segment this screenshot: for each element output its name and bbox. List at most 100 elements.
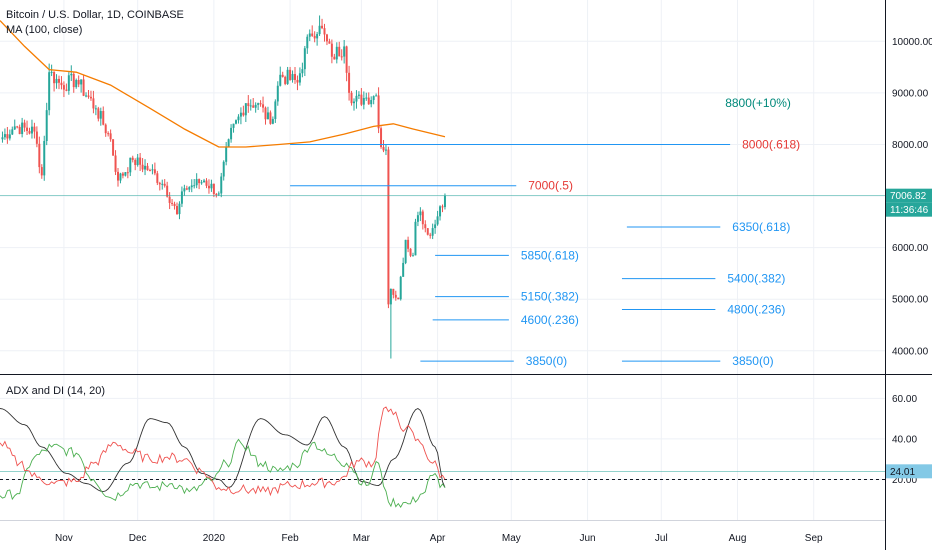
- candle-down[interactable]: [367, 97, 370, 105]
- candle-down[interactable]: [360, 94, 363, 105]
- candle-down[interactable]: [102, 111, 105, 125]
- candle-up[interactable]: [298, 73, 301, 83]
- candle-down[interactable]: [134, 159, 137, 166]
- candle-down[interactable]: [114, 155, 117, 172]
- candle-up[interactable]: [85, 95, 88, 97]
- candle-down[interactable]: [380, 128, 383, 148]
- candle-down[interactable]: [60, 82, 63, 86]
- candle-down[interactable]: [421, 211, 424, 225]
- candle-down[interactable]: [377, 95, 380, 129]
- candle-up[interactable]: [412, 255, 414, 257]
- candle-up[interactable]: [276, 85, 279, 102]
- candle-down[interactable]: [168, 196, 171, 203]
- candle-down[interactable]: [338, 46, 341, 57]
- candle-up[interactable]: [235, 120, 237, 124]
- candle-up[interactable]: [414, 221, 417, 256]
- candle-down[interactable]: [65, 89, 68, 91]
- candle-down[interactable]: [40, 167, 43, 176]
- candle-down[interactable]: [18, 126, 21, 135]
- candle-down[interactable]: [387, 149, 390, 305]
- candle-up[interactable]: [203, 180, 206, 183]
- candle-down[interactable]: [6, 134, 9, 139]
- candle-down[interactable]: [212, 183, 215, 195]
- candle-down[interactable]: [264, 107, 267, 120]
- candle-down[interactable]: [205, 180, 208, 186]
- time-axis[interactable]: Nov Dec 2020 Feb Mar Apr May Jun Jul Aug Sep: [55, 533, 823, 544]
- candle-down[interactable]: [325, 34, 328, 42]
- candle-up[interactable]: [151, 169, 154, 171]
- candle-down[interactable]: [397, 297, 400, 300]
- candle-up[interactable]: [13, 126, 16, 130]
- candle-down[interactable]: [242, 112, 245, 116]
- candle-down[interactable]: [35, 131, 38, 144]
- candle-up[interactable]: [222, 161, 225, 177]
- candle-down[interactable]: [109, 133, 112, 140]
- candle-up[interactable]: [217, 193, 220, 195]
- candle-up[interactable]: [271, 119, 274, 124]
- price-pane[interactable]: [0, 15, 885, 359]
- candle-down[interactable]: [53, 71, 56, 84]
- candle-down[interactable]: [146, 165, 149, 171]
- candle-down[interactable]: [252, 105, 255, 108]
- candle-down[interactable]: [112, 139, 115, 156]
- candle-up[interactable]: [279, 74, 282, 86]
- candle-down[interactable]: [158, 182, 161, 185]
- candle-up[interactable]: [266, 112, 269, 120]
- candle-down[interactable]: [409, 248, 412, 256]
- candle-down[interactable]: [72, 73, 75, 88]
- candle-down[interactable]: [82, 79, 85, 96]
- candle-up[interactable]: [257, 103, 260, 105]
- candle-down[interactable]: [166, 185, 169, 197]
- candle-down[interactable]: [126, 172, 129, 174]
- candle-down[interactable]: [281, 74, 284, 77]
- candle-down[interactable]: [141, 164, 144, 170]
- candle-down[interactable]: [323, 28, 326, 35]
- candle-up[interactable]: [318, 25, 321, 35]
- candle-up[interactable]: [244, 103, 247, 116]
- candle-up[interactable]: [370, 100, 373, 105]
- candle-down[interactable]: [107, 133, 110, 135]
- candle-down[interactable]: [139, 157, 142, 165]
- candle-down[interactable]: [296, 79, 299, 83]
- candle-down[interactable]: [340, 56, 343, 58]
- candle-up[interactable]: [362, 98, 365, 105]
- candle-up[interactable]: [249, 105, 252, 107]
- candle-down[interactable]: [156, 173, 159, 183]
- last-price-badge[interactable]: [886, 188, 932, 203]
- ma-legend[interactable]: MA (100, close): [6, 24, 83, 36]
- candle-up[interactable]: [43, 141, 46, 176]
- candle-up[interactable]: [94, 108, 97, 110]
- candle-down[interactable]: [97, 108, 100, 119]
- candle-up[interactable]: [21, 122, 24, 135]
- candle-up[interactable]: [402, 262, 405, 277]
- candle-down[interactable]: [77, 79, 80, 85]
- candle-up[interactable]: [225, 146, 228, 162]
- candle-down[interactable]: [117, 171, 119, 181]
- candle-down[interactable]: [259, 103, 262, 105]
- candle-up[interactable]: [372, 96, 375, 101]
- candle-down[interactable]: [426, 228, 429, 235]
- candle-down[interactable]: [87, 95, 90, 97]
- candle-down[interactable]: [262, 104, 265, 108]
- candle-down[interactable]: [311, 33, 314, 36]
- candle-down[interactable]: [171, 202, 174, 204]
- candle-down[interactable]: [289, 69, 292, 80]
- candle-down[interactable]: [131, 157, 134, 160]
- candle-up[interactable]: [50, 71, 53, 73]
- candle-up[interactable]: [384, 149, 387, 151]
- price-axis[interactable]: 10000.009000.008000.007000.006000.005000…: [886, 37, 932, 358]
- candle-up[interactable]: [193, 185, 196, 187]
- candle-up[interactable]: [286, 69, 289, 84]
- candle-down[interactable]: [92, 98, 95, 109]
- candle-up[interactable]: [119, 173, 122, 181]
- level-annotations[interactable]: 8800(+10%) 8000(.618) 7000(.5) 6350(.618) 58…: [290, 96, 800, 368]
- candle-down[interactable]: [38, 143, 41, 168]
- candle-up[interactable]: [67, 75, 70, 91]
- candle-up[interactable]: [124, 172, 127, 176]
- candle-up[interactable]: [183, 188, 186, 192]
- adx-legend[interactable]: ADX and DI (14, 20): [6, 385, 106, 397]
- candle-up[interactable]: [200, 182, 203, 184]
- candle-up[interactable]: [419, 211, 422, 216]
- candle-up[interactable]: [55, 78, 58, 84]
